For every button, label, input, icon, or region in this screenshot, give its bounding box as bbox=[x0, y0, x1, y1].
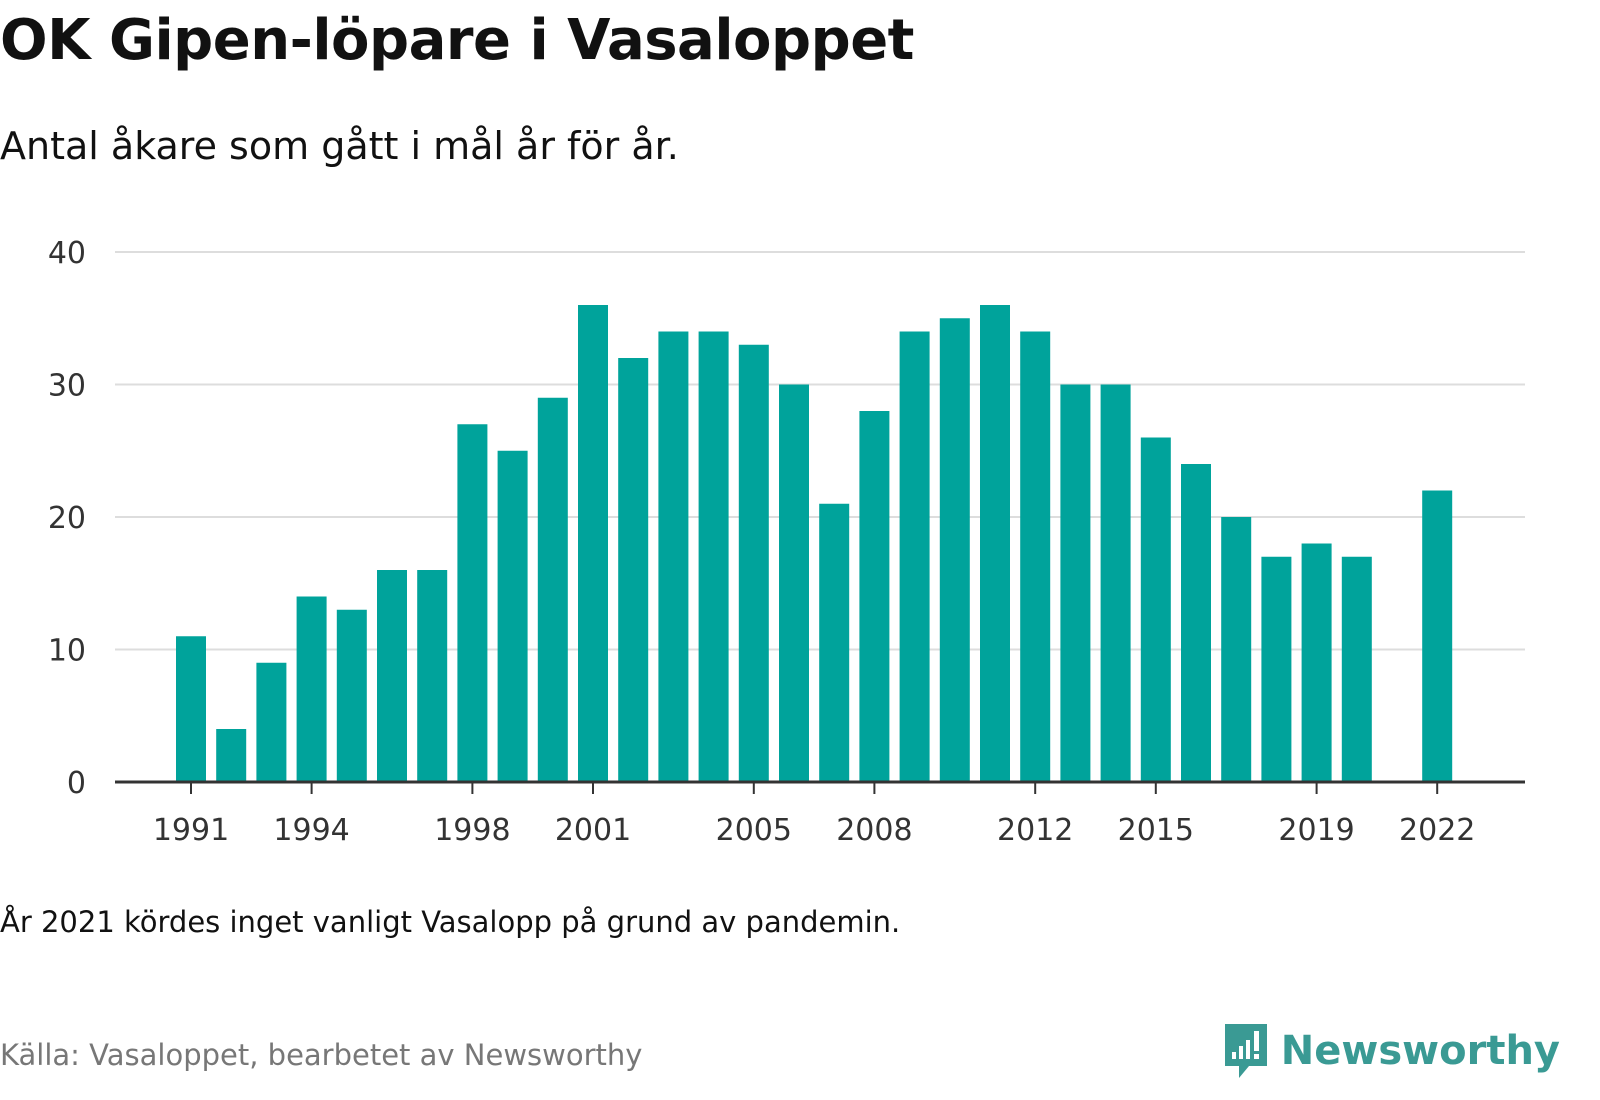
bar-2011 bbox=[980, 305, 1010, 782]
x-tick-label: 2012 bbox=[997, 813, 1073, 848]
y-tick-label: 0 bbox=[67, 766, 86, 801]
source-text: Källa: Vasaloppet, bearbetet av Newswort… bbox=[0, 1038, 643, 1072]
bar-2013 bbox=[1060, 384, 1091, 782]
bar-2016 bbox=[1181, 464, 1211, 782]
y-tick-label: 20 bbox=[48, 501, 86, 536]
bar-2000 bbox=[537, 397, 568, 782]
bar-2019 bbox=[1301, 543, 1332, 782]
x-tick-label: 1991 bbox=[153, 813, 229, 848]
x-tick-label: 1994 bbox=[273, 813, 349, 848]
bar-2002 bbox=[618, 358, 649, 782]
bar-2001 bbox=[578, 305, 608, 782]
bar-2003 bbox=[658, 331, 689, 782]
bar-2014 bbox=[1100, 384, 1131, 782]
y-tick-label: 30 bbox=[48, 369, 86, 404]
brand-logo: Newsworthy bbox=[1221, 1022, 1560, 1080]
bar-1992 bbox=[216, 729, 247, 782]
bar-2007 bbox=[819, 503, 850, 782]
chart-title: OK Gipen-löpare i Vasaloppet bbox=[0, 8, 914, 73]
x-tick-labels: 1991 1994 1998 2001 2005 2008 2012 2015 2019 2022 bbox=[153, 782, 1475, 848]
y-tick-label: 40 bbox=[48, 236, 86, 271]
brand-name: Newsworthy bbox=[1280, 1028, 1560, 1074]
bar-2004 bbox=[698, 331, 729, 782]
bar-1999 bbox=[497, 450, 528, 782]
bar-2017 bbox=[1221, 517, 1252, 782]
bar-2022 bbox=[1422, 490, 1453, 782]
newsworthy-logo-icon bbox=[1224, 1024, 1267, 1078]
bar-1991 bbox=[176, 636, 206, 782]
bar-2006 bbox=[779, 384, 809, 782]
bars bbox=[176, 305, 1453, 782]
x-tick-label: 2015 bbox=[1118, 813, 1194, 848]
bar-2010 bbox=[939, 318, 970, 782]
chart-note: År 2021 kördes inget vanligt Vasalopp på… bbox=[0, 905, 901, 939]
bar-2008 bbox=[859, 411, 890, 782]
bar-2009 bbox=[899, 331, 930, 782]
x-tick-label: 2005 bbox=[716, 813, 792, 848]
bar-1993 bbox=[256, 662, 287, 782]
chart-subtitle: Antal åkare som gått i mål år för år. bbox=[0, 124, 679, 168]
x-tick-label: 2008 bbox=[836, 813, 912, 848]
bar-1998 bbox=[457, 424, 488, 782]
bar-2012 bbox=[1020, 331, 1051, 782]
x-tick-label: 2022 bbox=[1399, 813, 1475, 848]
bar-1994 bbox=[296, 596, 327, 782]
bar-2020 bbox=[1341, 556, 1372, 782]
y-tick-label: 10 bbox=[48, 634, 86, 669]
bar-chart: 0 10 20 30 40 1991 1994 1998 2001 2005 2008 2012 20… bbox=[48, 236, 1525, 848]
bar-2018 bbox=[1261, 556, 1292, 782]
bar-2005 bbox=[738, 344, 769, 782]
bar-1996 bbox=[377, 570, 407, 782]
bar-1995 bbox=[336, 609, 367, 782]
bar-2015 bbox=[1140, 437, 1171, 782]
x-tick-label: 2019 bbox=[1278, 813, 1354, 848]
x-tick-label: 1998 bbox=[434, 813, 510, 848]
bar-1997 bbox=[417, 570, 448, 782]
x-tick-label: 2001 bbox=[555, 813, 631, 848]
y-tick-labels: 0 10 20 30 40 bbox=[48, 236, 86, 801]
